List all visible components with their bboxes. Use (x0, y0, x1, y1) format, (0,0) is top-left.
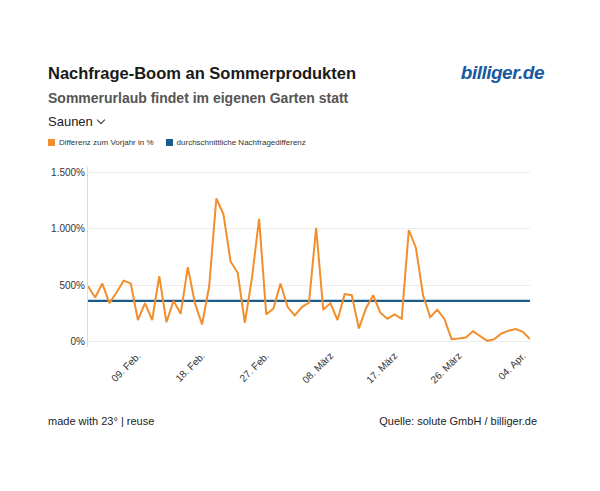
html-text:Quelle: solute GmbH / billiger: Quelle: solute GmbH / billiger.de (379, 415, 537, 427)
svg-text:27. Feb.: 27. Feb. (237, 350, 271, 384)
svg-text:08. März: 08. März (300, 350, 335, 385)
svg-text:1.000%: 1.000% (51, 223, 85, 234)
html-text:Differenz zum Vorjahr in %: Differenz zum Vorjahr in % (59, 138, 154, 147)
svg-text:09. Feb.: 09. Feb. (109, 350, 143, 384)
html-text:billiger.de: billiger.de (460, 62, 544, 83)
svg-text:17. März: 17. März (364, 350, 399, 385)
svg-text:0%: 0% (71, 336, 86, 347)
svg-text:04. Apr.: 04. Apr. (496, 350, 528, 382)
html-text:Nachfrage-Boom an Sommerproduk: Nachfrage-Boom an Sommerprodukten (48, 64, 356, 82)
html-text:Saunen: Saunen (48, 114, 93, 129)
svg-text:1.500%: 1.500% (51, 167, 85, 178)
svg-text:500%: 500% (59, 280, 85, 291)
html-text:durchschnittliche Nachfragedif: durchschnittliche Nachfragedifferenz (176, 138, 306, 147)
html-text:made with 23° | reuse: made with 23° | reuse (48, 415, 155, 427)
svg-text:18. Feb.: 18. Feb. (173, 350, 207, 384)
svg-text:26. März: 26. März (428, 350, 463, 385)
html-text:Sommerurlaub findet im eigenen: Sommerurlaub findet im eigenen Garten st… (48, 90, 349, 106)
